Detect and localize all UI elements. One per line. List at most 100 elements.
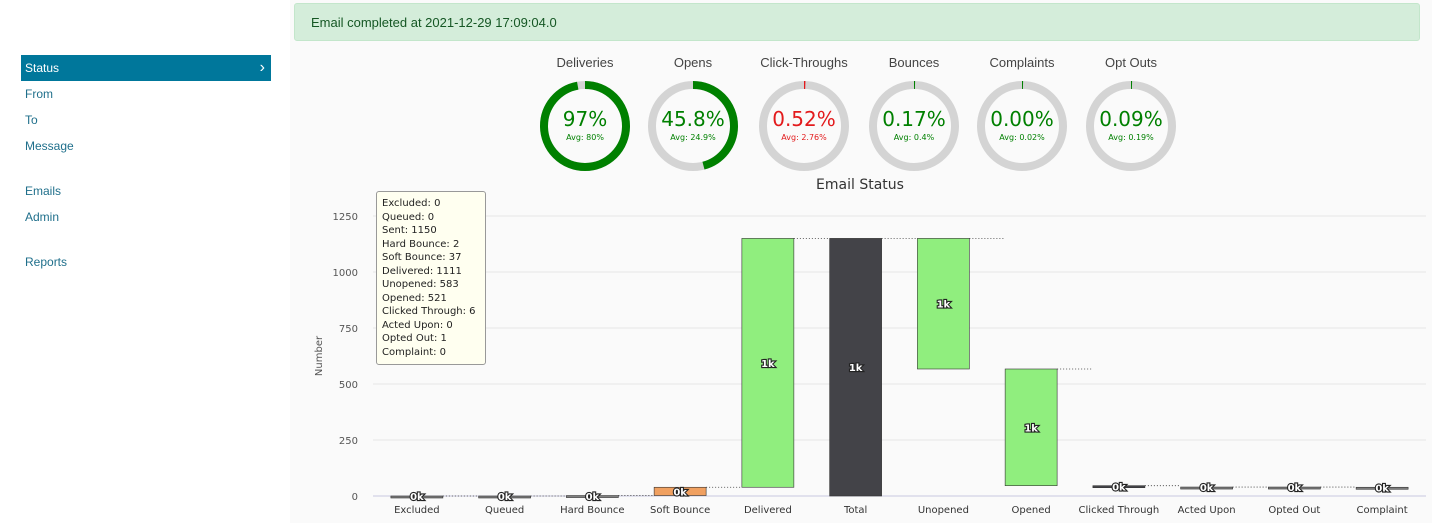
tooltip-line: Complaint: 0 (382, 346, 447, 358)
sidebar-item-emails[interactable]: Emails (25, 184, 62, 198)
gauge-average: Avg: 24.9% (670, 133, 716, 142)
gauge-click-throughs: Click-Throughs 0.52% Avg: 2.76% (749, 55, 859, 174)
email-status-chart: 0 250 500 750 1000 1250 Number 0k Excluded 0k Queu… (314, 212, 1426, 516)
x-tick-label: Soft Bounce (650, 505, 710, 516)
gauge-label: Complaints (989, 55, 1055, 70)
gauge-fill (1086, 81, 1176, 171)
gauge-opens: Opens 45.8% Avg: 24.9% (638, 55, 748, 174)
gauge-fill (759, 81, 849, 171)
tooltip-line: Soft Bounce: 37 (382, 252, 462, 263)
data-label: 1k (937, 300, 951, 311)
gauge-fill (648, 81, 738, 171)
gauge-label: Bounces (888, 55, 940, 70)
tooltip-line: Clicked Through: 6 (382, 306, 476, 317)
status-alert: Email completed at 2021-12-29 17:09:04.0 (294, 3, 1420, 41)
gauge-value: 0.52% (772, 107, 836, 131)
sidebar-item-to[interactable]: To (25, 113, 38, 127)
x-tick-label: Unopened (918, 505, 969, 516)
y-tick-label: 750 (339, 324, 358, 335)
bar[interactable] (478, 495, 531, 499)
gauge-average: Avg: 0.02% (999, 133, 1045, 142)
bar[interactable] (741, 238, 795, 488)
y-tick-label: 1250 (333, 212, 358, 223)
bar[interactable] (1004, 368, 1058, 486)
data-label: 1k (761, 359, 775, 370)
gauge-average: Avg: 0.19% (1108, 133, 1154, 142)
gauge-deliveries: Deliveries 97% Avg: 80% (530, 55, 640, 174)
gauge-ring: 0.17% Avg: 0.4% (869, 81, 959, 171)
data-label: 0k (1288, 483, 1302, 494)
gauge-value: 0.17% (882, 107, 946, 131)
gauge-bounces: Bounces 0.17% Avg: 0.4% (859, 55, 969, 174)
main-content: Email completed at 2021-12-29 17:09:04.0… (290, 0, 1432, 523)
gauge-opt-outs: Opt Outs 0.09% Avg: 0.19% (1076, 55, 1186, 174)
bar[interactable] (1092, 485, 1146, 488)
x-tick-label: Acted Upon (1178, 505, 1236, 516)
bar[interactable] (1180, 486, 1233, 490)
x-tick-label: Hard Bounce (560, 505, 624, 516)
sidebar-item-message[interactable]: Message (25, 139, 74, 153)
sidebar-item-reports[interactable]: Reports (25, 255, 68, 269)
gauge-label: Opt Outs (1104, 55, 1158, 70)
bar[interactable] (917, 238, 970, 370)
gauge-label: Click-Throughs (760, 55, 848, 70)
x-tick-label: Total (843, 505, 867, 516)
chart-tooltip: Excluded: 0 Queued: 0 Sent: 1150 Hard Bounc… (376, 191, 486, 365)
sidebar: Status › From To Message Emails Admin Re… (0, 0, 290, 523)
tooltip-line: Acted Upon: 0 (382, 319, 453, 331)
bar[interactable] (829, 238, 882, 497)
gauge-value: 0.00% (990, 107, 1054, 131)
y-axis-label: Number (314, 335, 325, 376)
x-tick-label: Opted Out (1268, 505, 1320, 516)
sidebar-item-admin[interactable]: Admin (25, 210, 60, 224)
gauge-label: Deliveries (556, 55, 614, 70)
tooltip-line: Delivered: 1111 (382, 265, 462, 277)
y-tick-label: 1000 (333, 268, 358, 279)
y-tick-label: 0 (352, 492, 358, 503)
tooltip-line: Opened: 521 (382, 292, 447, 304)
tooltip-line: Hard Bounce: 2 (382, 238, 460, 250)
gauge-ring: 0.09% Avg: 0.19% (1086, 81, 1176, 171)
bar[interactable] (1268, 486, 1321, 490)
bar[interactable] (390, 495, 444, 499)
gauge-fill (869, 81, 959, 171)
gauge-ring: 45.8% Avg: 24.9% (648, 81, 738, 171)
data-label: 0k (498, 492, 512, 503)
gauge-average: Avg: 2.76% (781, 133, 827, 142)
data-label: 0k (1375, 483, 1389, 494)
sidebar-item-from[interactable]: From (25, 87, 53, 101)
tooltip-line: Unopened: 583 (382, 279, 459, 290)
x-tick-label: Excluded (394, 505, 440, 516)
sidebar-item-label: Status (25, 61, 60, 75)
gauge-average: Avg: 80% (566, 133, 604, 142)
tooltip-line: Sent: 1150 (382, 225, 437, 236)
x-tick-label: Clicked Through (1079, 505, 1160, 516)
gauge-value: 97% (563, 107, 607, 131)
gauge-average: Avg: 0.4% (894, 133, 935, 142)
gauge-fill (540, 81, 630, 171)
x-tick-label: Complaint (1357, 505, 1408, 516)
chart-title: Email Status (816, 177, 904, 193)
gauge-ring: 97% Avg: 80% (540, 81, 630, 171)
sidebar-nav: Status › From To Message Emails Admin Re… (21, 55, 271, 275)
data-label: 0k (586, 492, 600, 503)
tooltip-line: Opted Out: 1 (382, 333, 447, 344)
sidebar-item-status[interactable]: Status › (21, 55, 271, 81)
bar[interactable] (566, 495, 619, 498)
chevron-right-icon: › (259, 59, 265, 76)
data-label: 0k (673, 487, 687, 498)
data-label: 0k (1112, 482, 1126, 493)
y-tick-label: 250 (339, 436, 358, 447)
x-tick-label: Opened (1012, 505, 1051, 516)
gauge-label: Opens (673, 55, 713, 70)
data-label: 1k (849, 363, 863, 374)
tooltip-line: Queued: 0 (382, 211, 435, 223)
gauge-value: 45.8% (661, 107, 725, 131)
gauge-ring: 0.00% Avg: 0.02% (977, 81, 1067, 171)
data-label: 0k (410, 492, 424, 503)
bar[interactable] (1355, 486, 1409, 490)
gauge-ring: 0.52% Avg: 2.76% (759, 81, 849, 171)
x-tick-label: Delivered (744, 505, 792, 516)
bar[interactable] (653, 486, 707, 496)
gauge-value: 0.09% (1099, 107, 1163, 131)
